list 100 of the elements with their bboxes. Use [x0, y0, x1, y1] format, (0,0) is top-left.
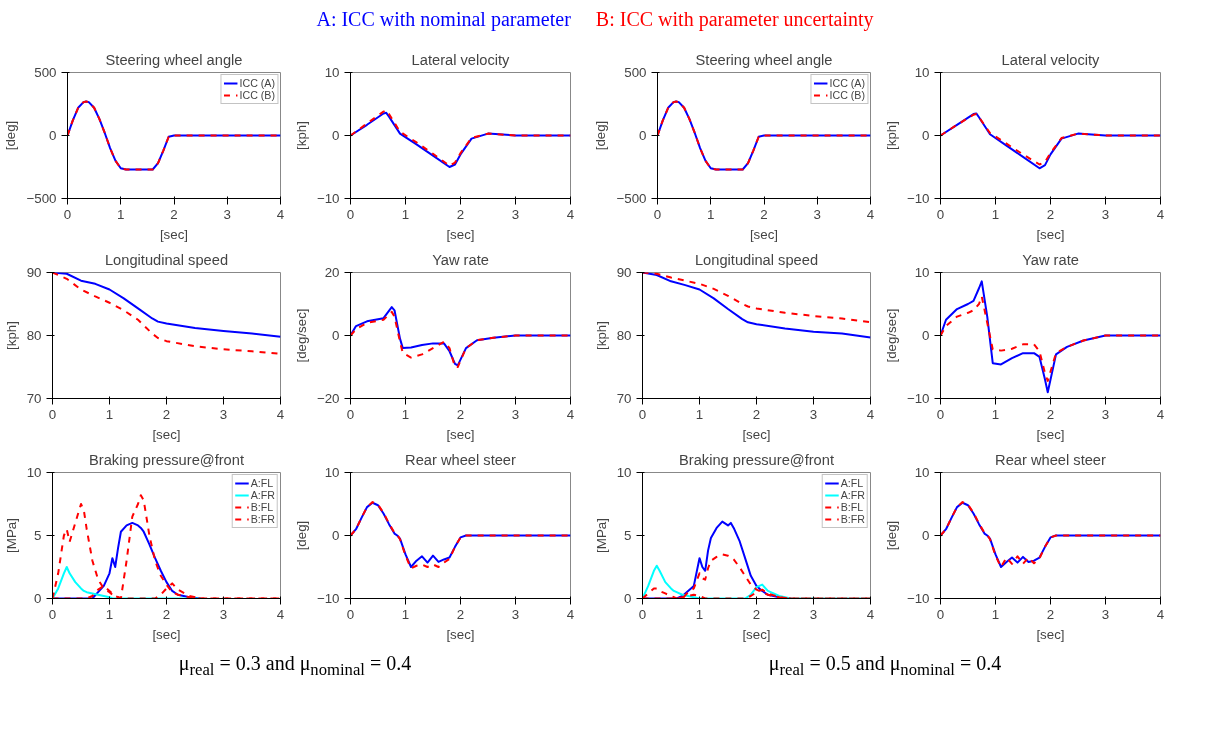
y-axis-title: [deg]: [293, 520, 309, 551]
y-tick-label: 0: [922, 528, 930, 543]
x-axis-title: [sec]: [446, 426, 475, 442]
x-tick-label: 4: [276, 206, 285, 222]
x-tick-label: 0: [63, 206, 72, 222]
text: A: ICC with nominal parameter: [316, 8, 571, 30]
chart-title: Yaw rate: [1022, 251, 1079, 268]
y-axis-title: [MPa]: [3, 518, 19, 553]
chart-title: Longitudinal speed: [104, 251, 229, 268]
x-tick-label: 0: [936, 606, 945, 622]
x-tick-label: 3: [219, 606, 228, 622]
y-tick-label: 0: [49, 128, 57, 143]
chart-title: Rear wheel steer: [405, 451, 517, 468]
y-tick-label: −20: [316, 391, 340, 406]
x-tick-label: 1: [695, 606, 704, 622]
x-tick-label: 4: [1156, 406, 1165, 422]
y-tick-label: 10: [914, 465, 930, 480]
legend-label: A:FL: [840, 477, 864, 489]
y-axis-title: [MPa]: [593, 518, 609, 553]
x-tick-label: 3: [1101, 206, 1110, 222]
x-tick-label: 3: [511, 606, 520, 622]
x-tick-label: 4: [1156, 206, 1165, 222]
x-tick-label: 3: [511, 206, 520, 222]
y-tick-label: 500: [34, 65, 57, 80]
x-tick-label: 2: [752, 406, 761, 422]
chart-title: Lateral velocity: [1001, 51, 1101, 68]
chart-title: Braking pressure@front: [679, 451, 834, 468]
y-tick-label: −500: [26, 191, 57, 206]
y-tick-label: 20: [324, 265, 340, 280]
x-axis-title: [sec]: [1036, 626, 1065, 642]
y-tick-label: 70: [26, 391, 42, 406]
chart-title: Yaw rate: [432, 251, 489, 268]
x-tick-label: 3: [1101, 406, 1110, 422]
y-tick-label: 10: [914, 265, 930, 280]
x-tick-label: 4: [866, 206, 875, 222]
x-tick-label: 2: [162, 606, 171, 622]
x-tick-label: 1: [695, 406, 704, 422]
x-tick-label: 4: [566, 406, 575, 422]
y-tick-label: 90: [26, 265, 42, 280]
x-tick-label: 2: [456, 606, 465, 622]
x-tick-label: 0: [346, 406, 355, 422]
x-tick-label: 2: [1046, 206, 1055, 222]
y-axis-title: [deg]: [3, 120, 19, 151]
x-tick-label: 4: [866, 606, 875, 622]
y-tick-label: 0: [922, 328, 930, 343]
x-tick-label: 1: [401, 206, 410, 222]
y-axis-title: [kph]: [3, 321, 19, 350]
x-tick-label: 2: [456, 406, 465, 422]
legend-label: B:FR: [250, 513, 275, 525]
x-tick-label: 1: [991, 206, 1000, 222]
y-tick-label: 70: [616, 391, 632, 406]
text: B: ICC with parameter uncertainty: [595, 8, 874, 30]
y-tick-label: 10: [324, 65, 340, 80]
y-tick-label: 0: [332, 128, 340, 143]
legend-label: A:FL: [250, 477, 274, 489]
y-tick-label: −10: [906, 191, 930, 206]
y-axis-title: [deg]: [593, 120, 609, 151]
x-tick-label: 1: [991, 406, 1000, 422]
x-axis-title: [sec]: [152, 626, 181, 642]
x-tick-label: 3: [813, 206, 821, 222]
y-tick-label: 10: [26, 465, 42, 480]
x-tick-label: 3: [219, 406, 228, 422]
legend-label: ICC (B): [829, 89, 865, 101]
y-tick-label: −10: [316, 591, 340, 606]
y-tick-label: −10: [906, 591, 930, 606]
y-axis-title: [kph]: [293, 121, 309, 150]
legend-label: ICC (A): [829, 77, 865, 89]
y-tick-label: −10: [316, 191, 340, 206]
x-axis-title: [sec]: [446, 626, 475, 642]
y-tick-label: 0: [332, 328, 340, 343]
chart-title: Steering wheel angle: [105, 51, 243, 68]
y-tick-label: 0: [34, 591, 42, 606]
x-tick-label: 4: [866, 406, 875, 422]
x-tick-label: 0: [346, 606, 355, 622]
legend-label: ICC (A): [239, 77, 275, 89]
x-axis-title: [sec]: [446, 226, 475, 242]
chart-title: Longitudinal speed: [694, 251, 819, 268]
x-tick-label: 2: [170, 206, 178, 222]
y-tick-label: 0: [922, 128, 930, 143]
x-axis-title: [sec]: [742, 626, 771, 642]
x-tick-label: 2: [1046, 406, 1055, 422]
x-tick-label: 1: [707, 206, 715, 222]
x-axis-title: [sec]: [159, 226, 189, 242]
x-tick-label: 4: [566, 206, 575, 222]
x-tick-label: 4: [1156, 606, 1165, 622]
x-tick-label: 0: [936, 406, 945, 422]
x-tick-label: 2: [1046, 606, 1055, 622]
x-tick-label: 4: [276, 606, 285, 622]
x-tick-label: 3: [223, 206, 231, 222]
y-tick-label: 5: [624, 528, 632, 543]
y-tick-label: 10: [324, 465, 340, 480]
legend-label: B:FR: [840, 513, 865, 525]
y-tick-label: 0: [332, 528, 340, 543]
x-tick-label: 2: [456, 206, 465, 222]
y-axis-title: [deg/sec]: [883, 308, 899, 363]
x-axis-title: [sec]: [1036, 426, 1065, 442]
x-axis-title: [sec]: [152, 426, 181, 442]
x-axis-title: [sec]: [749, 226, 779, 242]
x-tick-label: 0: [346, 206, 355, 222]
y-tick-label: −10: [906, 391, 930, 406]
